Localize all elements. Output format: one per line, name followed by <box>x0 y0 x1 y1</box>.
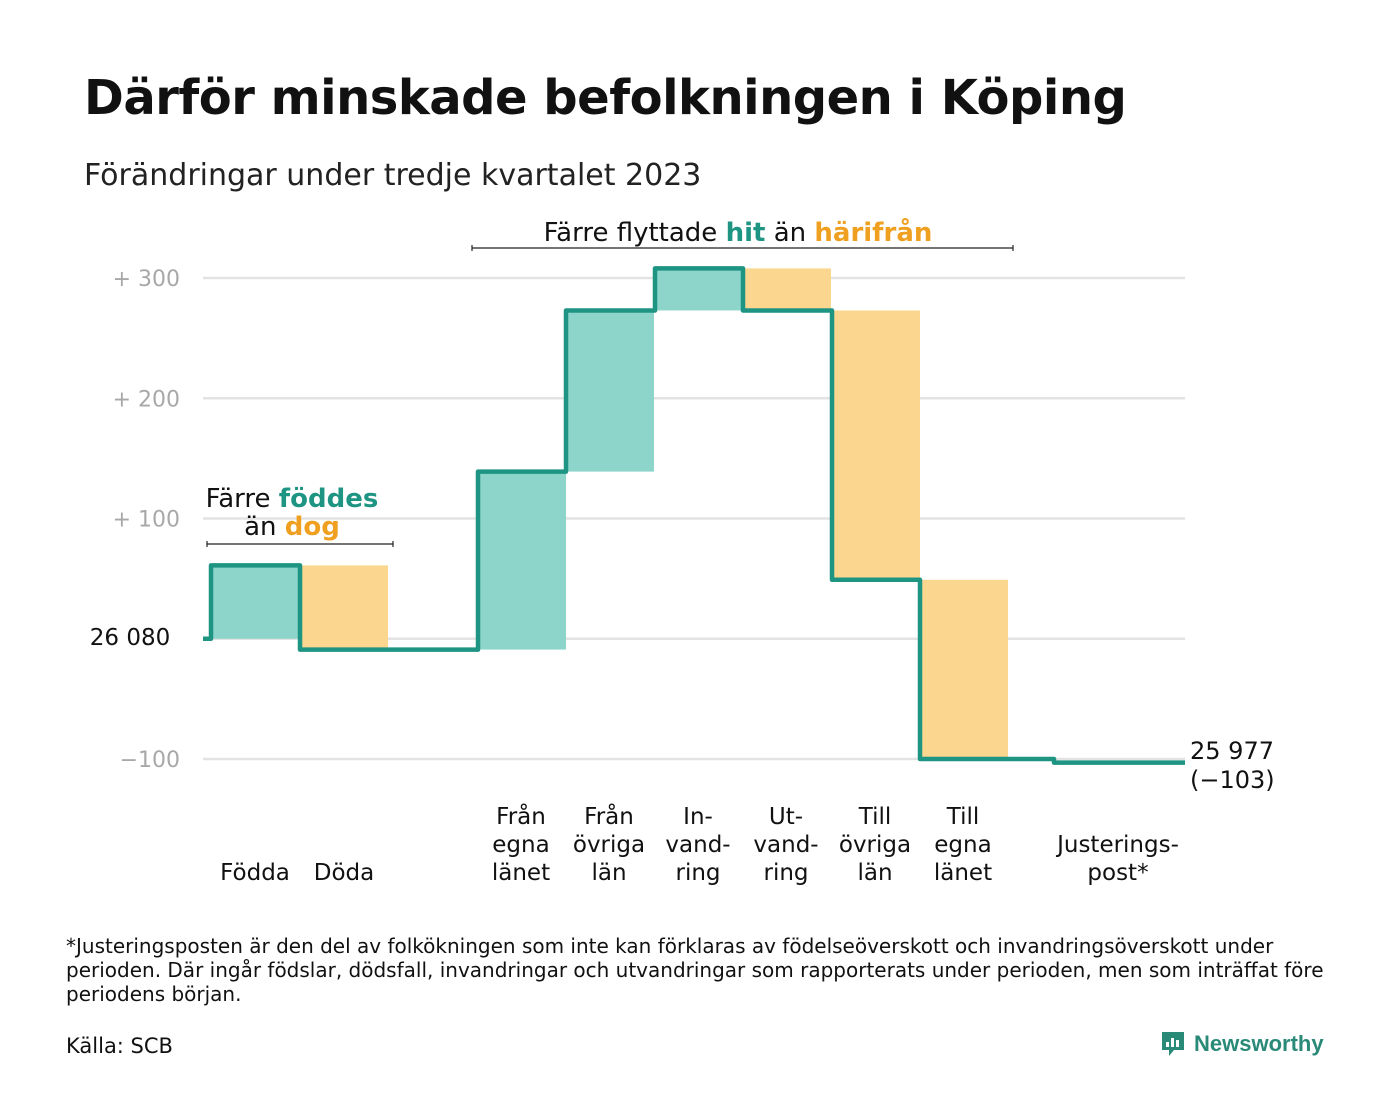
migration-annotation: Färre flyttade hit än härifrån <box>471 216 1014 251</box>
bar-increase <box>566 310 654 472</box>
bars <box>211 268 1008 759</box>
bar-increase <box>655 268 743 311</box>
migration-annotation-bracket <box>471 245 1014 251</box>
y-tick-label: + 100 <box>113 508 180 533</box>
chart-title: Därför minskade befolkningen i Köping <box>84 70 1127 126</box>
start-value-label: 26 080 <box>90 625 170 651</box>
source-label: Källa: SCB <box>66 1034 173 1058</box>
x-axis-label: övriga <box>839 832 911 858</box>
waterfall-chart: + 300+ 200+ 100−100 Födda DödaFrånegnalän… <box>90 216 1275 886</box>
bar-decrease <box>743 268 831 311</box>
births-deaths-annotation: Färre föddes än dog <box>206 484 394 547</box>
x-axis-label: Till <box>946 804 980 830</box>
waterfall-step-line <box>203 266 1185 765</box>
y-tick-label: + 200 <box>113 387 180 412</box>
bar-decrease <box>300 565 388 650</box>
x-axis-labels: Födda DödaFrånegnalänetFrånövrigalänIn-va… <box>220 802 1179 886</box>
y-tick-label: −100 <box>120 748 180 773</box>
x-axis-label: län <box>857 860 892 886</box>
bar-increase <box>478 471 566 650</box>
bar-decrease <box>920 579 1008 759</box>
end-value-label: 25 977 <box>1190 737 1274 765</box>
births-annotation-line2: än dog <box>244 512 340 542</box>
step-line <box>203 266 1185 765</box>
gridlines <box>203 276 1185 761</box>
x-axis-label: Justerings- <box>1055 832 1179 858</box>
births-annotation-bracket <box>206 541 394 547</box>
y-axis-ticks: + 300 + 200 + 100 −100 <box>113 267 180 773</box>
x-axis-label: län <box>591 860 626 886</box>
x-axis-label: vand- <box>753 832 818 858</box>
x-axis-label: länet <box>934 860 992 886</box>
births-annotation-line1: Färre föddes <box>206 484 379 514</box>
bar-increase <box>211 565 299 639</box>
newsworthy-logo-icon <box>1162 1032 1184 1056</box>
x-axis-label: Ut- <box>769 804 803 830</box>
x-axis-label: In- <box>683 804 713 830</box>
chart-subtitle: Förändringar under tredje kvartalet 2023 <box>84 158 702 193</box>
x-axis-label: post* <box>1087 860 1148 886</box>
annotations: Färre föddes än dog Färre flyttade hit ä… <box>206 216 1014 547</box>
x-axis-label: Från <box>584 802 634 830</box>
x-axis-label: Födda <box>220 860 290 886</box>
x-axis-label: egna <box>934 832 991 858</box>
x-axis-label: ring <box>763 860 808 886</box>
bar-decrease <box>832 310 920 580</box>
footnote: *Justeringsposten är den del av folkökni… <box>66 934 1324 1006</box>
x-axis-label: ring <box>675 860 720 886</box>
migration-annotation-text: Färre flyttade hit än härifrån <box>544 216 933 248</box>
logo-text: Newsworthy <box>1194 1031 1324 1056</box>
newsworthy-logo[interactable]: Newsworthy <box>1160 1030 1324 1058</box>
x-axis-label: länet <box>492 860 550 886</box>
x-axis-label: Från <box>496 802 546 830</box>
x-axis-label: Till <box>858 804 892 830</box>
end-change-label: (−103) <box>1190 766 1275 794</box>
x-axis-label: egna <box>492 832 549 858</box>
x-axis-label: övriga <box>573 832 645 858</box>
end-labels: 26 080 25 977 (−103) <box>90 625 1275 794</box>
x-axis-label: Döda <box>314 860 374 886</box>
y-tick-label: + 300 <box>113 267 180 292</box>
x-axis-label: vand- <box>665 832 730 858</box>
